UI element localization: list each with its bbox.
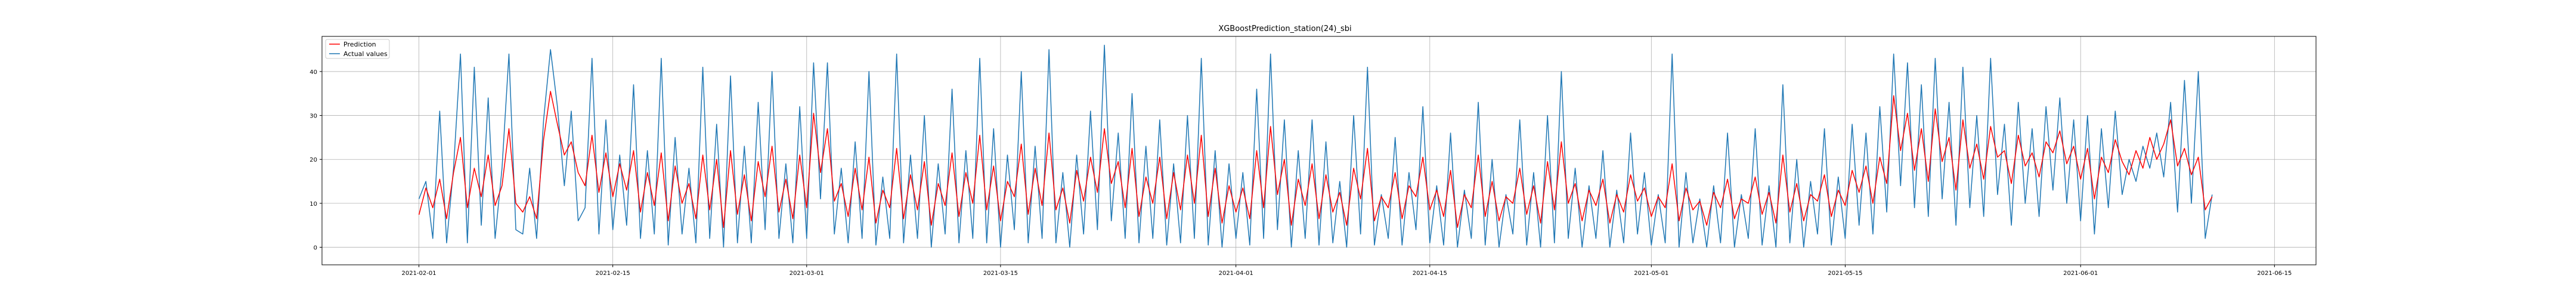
prediction-series-line [418, 91, 2213, 228]
grid-layer [322, 36, 2316, 265]
legend: Prediction Actual values [325, 39, 390, 59]
axis-layer: 0 10 20 30 40 2021-02-01 2021-02-15 2021-03-01 2… [309, 69, 2292, 277]
x-tick-label: 2021-04-15 [1413, 270, 1447, 277]
x-tick-label: 2021-05-15 [1828, 270, 1862, 277]
plot-frame [321, 36, 2317, 265]
x-tick-label: 2021-03-01 [789, 270, 824, 277]
y-tick-label: 30 [309, 113, 317, 120]
x-tick-label: 2021-02-15 [596, 270, 630, 277]
x-tick-label: 2021-05-01 [1634, 270, 1668, 277]
y-tick-label: 0 [314, 245, 317, 252]
y-tick-label: 10 [309, 201, 317, 208]
chart-title: XGBoostPrediction_station(24)_sbi [1218, 24, 1351, 33]
legend-prediction-label: Prediction [343, 41, 376, 48]
series-layer [418, 44, 2213, 248]
y-tick-label: 20 [309, 157, 317, 163]
actual-values-series-line [418, 44, 2213, 248]
legend-actual-label: Actual values [343, 50, 388, 58]
x-tick-label: 2021-06-01 [2063, 270, 2098, 277]
x-tick-label: 2021-06-15 [2257, 270, 2292, 277]
legend-box [325, 39, 390, 59]
x-tick-label: 2021-04-01 [1219, 270, 1253, 277]
x-tick-label: 2021-03-15 [983, 270, 1018, 277]
y-tick-label: 40 [309, 69, 317, 76]
x-tick-label: 2021-02-01 [401, 270, 436, 277]
